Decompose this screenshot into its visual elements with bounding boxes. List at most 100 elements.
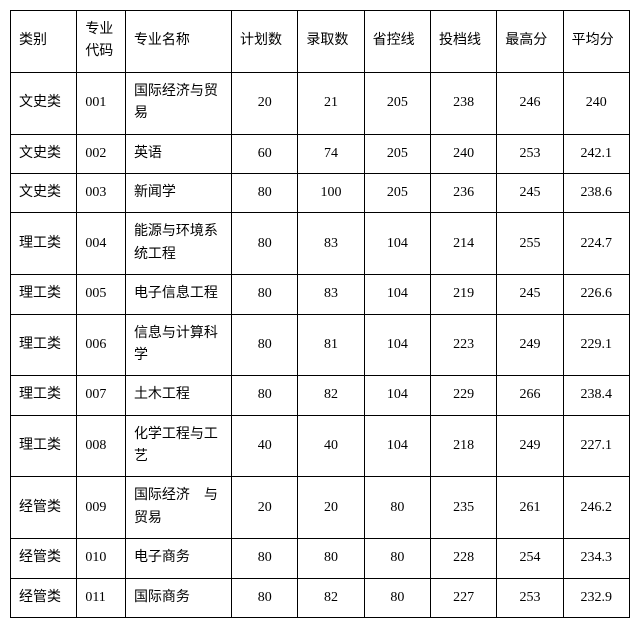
table-cell: 电子商务 (125, 539, 231, 578)
table-cell: 理工类 (11, 415, 77, 477)
table-cell: 235 (430, 477, 496, 539)
table-cell: 21 (298, 72, 364, 134)
table-cell: 238.6 (563, 173, 629, 212)
table-cell: 80 (232, 173, 298, 212)
table-cell: 104 (364, 314, 430, 376)
table-cell: 文史类 (11, 173, 77, 212)
col-header: 平均分 (563, 11, 629, 73)
table-cell: 006 (77, 314, 126, 376)
table-cell: 理工类 (11, 275, 77, 314)
table-cell: 261 (497, 477, 563, 539)
table-cell: 83 (298, 275, 364, 314)
table-cell: 240 (430, 134, 496, 173)
table-cell: 40 (232, 415, 298, 477)
table-cell: 002 (77, 134, 126, 173)
table-cell: 226.6 (563, 275, 629, 314)
table-cell: 104 (364, 213, 430, 275)
table-cell: 245 (497, 275, 563, 314)
table-cell: 80 (232, 376, 298, 415)
table-cell: 文史类 (11, 72, 77, 134)
table-row: 文史类001国际经济与贸易2021205238246240 (11, 72, 630, 134)
table-cell: 246 (497, 72, 563, 134)
table-cell: 001 (77, 72, 126, 134)
table-cell: 004 (77, 213, 126, 275)
table-cell: 253 (497, 134, 563, 173)
table-cell: 266 (497, 376, 563, 415)
table-cell: 国际商务 (125, 578, 231, 617)
col-header: 录取数 (298, 11, 364, 73)
table-cell: 227.1 (563, 415, 629, 477)
table-cell: 80 (364, 539, 430, 578)
table-row: 理工类007土木工程8082104229266238.4 (11, 376, 630, 415)
table-cell: 219 (430, 275, 496, 314)
table-cell: 104 (364, 376, 430, 415)
table-cell: 100 (298, 173, 364, 212)
table-cell: 003 (77, 173, 126, 212)
table-cell: 245 (497, 173, 563, 212)
table-cell: 80 (232, 213, 298, 275)
col-header: 省控线 (364, 11, 430, 73)
table-cell: 理工类 (11, 376, 77, 415)
table-row: 文史类003新闻学80100205236245238.6 (11, 173, 630, 212)
table-cell: 20 (298, 477, 364, 539)
col-header: 专业名称 (125, 11, 231, 73)
table-cell: 化学工程与工艺 (125, 415, 231, 477)
table-cell: 经管类 (11, 578, 77, 617)
table-cell: 229 (430, 376, 496, 415)
table-cell: 电子信息工程 (125, 275, 231, 314)
table-cell: 229.1 (563, 314, 629, 376)
table-cell: 224.7 (563, 213, 629, 275)
table-cell: 80 (232, 539, 298, 578)
table-row: 理工类008化学工程与工艺4040104218249227.1 (11, 415, 630, 477)
table-cell: 205 (364, 134, 430, 173)
table-cell: 理工类 (11, 314, 77, 376)
table-cell: 经管类 (11, 539, 77, 578)
table-cell: 246.2 (563, 477, 629, 539)
table-cell: 国际经济 与贸易 (125, 477, 231, 539)
table-cell: 232.9 (563, 578, 629, 617)
table-cell: 205 (364, 173, 430, 212)
table-row: 理工类004能源与环境系统工程8083104214255224.7 (11, 213, 630, 275)
table-cell: 242.1 (563, 134, 629, 173)
table-cell: 227 (430, 578, 496, 617)
table-row: 经管类011国际商务808280227253232.9 (11, 578, 630, 617)
table-cell: 国际经济与贸易 (125, 72, 231, 134)
table-cell: 80 (298, 539, 364, 578)
table-row: 文史类002英语6074205240253242.1 (11, 134, 630, 173)
col-header: 最高分 (497, 11, 563, 73)
table-cell: 010 (77, 539, 126, 578)
table-cell: 82 (298, 376, 364, 415)
table-cell: 英语 (125, 134, 231, 173)
table-cell: 80 (232, 275, 298, 314)
col-header: 计划数 (232, 11, 298, 73)
table-cell: 104 (364, 275, 430, 314)
table-cell: 文史类 (11, 134, 77, 173)
table-cell: 009 (77, 477, 126, 539)
table-cell: 214 (430, 213, 496, 275)
col-header: 投档线 (430, 11, 496, 73)
table-cell: 249 (497, 314, 563, 376)
table-cell: 土木工程 (125, 376, 231, 415)
table-row: 经管类009国际经济 与贸易202080235261246.2 (11, 477, 630, 539)
col-header: 专业代码 (77, 11, 126, 73)
table-cell: 信息与计算科学 (125, 314, 231, 376)
table-cell: 228 (430, 539, 496, 578)
table-cell: 83 (298, 213, 364, 275)
table-cell: 205 (364, 72, 430, 134)
table-cell: 249 (497, 415, 563, 477)
table-cell: 能源与环境系统工程 (125, 213, 231, 275)
table-row: 理工类005电子信息工程8083104219245226.6 (11, 275, 630, 314)
table-cell: 238.4 (563, 376, 629, 415)
table-cell: 60 (232, 134, 298, 173)
table-cell: 经管类 (11, 477, 77, 539)
table-cell: 80 (364, 477, 430, 539)
table-cell: 80 (232, 314, 298, 376)
table-cell: 005 (77, 275, 126, 314)
table-row: 理工类006信息与计算科学8081104223249229.1 (11, 314, 630, 376)
table-cell: 20 (232, 477, 298, 539)
table-cell: 81 (298, 314, 364, 376)
table-cell: 223 (430, 314, 496, 376)
table-cell: 74 (298, 134, 364, 173)
table-cell: 008 (77, 415, 126, 477)
table-cell: 80 (364, 578, 430, 617)
